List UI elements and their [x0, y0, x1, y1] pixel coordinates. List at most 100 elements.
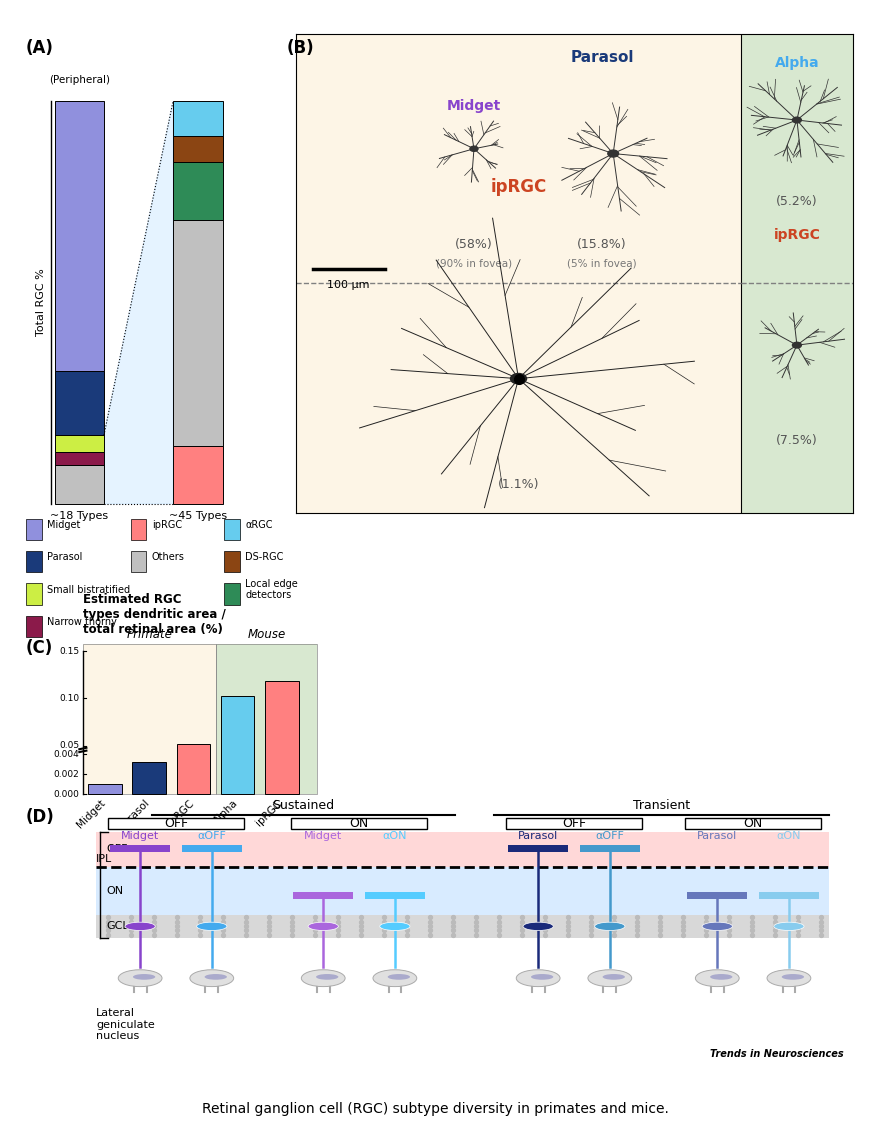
Text: Midget: Midget — [447, 99, 501, 113]
Bar — [26, 518, 42, 540]
Bar — [507, 845, 567, 852]
Bar — [740, 34, 852, 513]
Bar — [132, 762, 166, 795]
Bar — [293, 891, 353, 899]
Bar — [173, 136, 222, 162]
Text: GCL: GCL — [106, 922, 129, 931]
Ellipse shape — [530, 974, 553, 979]
Bar — [221, 695, 254, 795]
Text: 0.004: 0.004 — [54, 749, 79, 758]
Ellipse shape — [694, 969, 739, 986]
Text: (90% in fovea): (90% in fovea) — [435, 259, 512, 268]
Ellipse shape — [315, 974, 338, 979]
Text: ipRGC: ipRGC — [254, 798, 284, 828]
Ellipse shape — [125, 922, 155, 931]
Ellipse shape — [766, 969, 810, 986]
Bar — [83, 644, 216, 795]
Bar — [26, 551, 42, 573]
Text: ipRGC: ipRGC — [152, 521, 182, 530]
Bar — [130, 518, 146, 540]
Bar — [173, 101, 222, 136]
Ellipse shape — [792, 117, 800, 123]
Bar — [55, 464, 104, 504]
Bar — [265, 682, 298, 795]
Polygon shape — [104, 101, 173, 504]
Ellipse shape — [587, 969, 631, 986]
Bar — [173, 162, 222, 220]
FancyBboxPatch shape — [685, 818, 819, 829]
Text: αOFF: αOFF — [594, 831, 624, 841]
FancyBboxPatch shape — [108, 818, 243, 829]
Text: ON: ON — [349, 817, 368, 831]
Bar — [83, 644, 216, 795]
Ellipse shape — [607, 150, 618, 157]
Text: Parasol: Parasol — [517, 831, 558, 841]
Bar — [96, 867, 828, 915]
Text: Others: Others — [152, 552, 184, 562]
Ellipse shape — [196, 922, 227, 931]
Text: αOFF: αOFF — [197, 831, 226, 841]
Ellipse shape — [118, 969, 162, 986]
FancyBboxPatch shape — [291, 818, 426, 829]
Text: (1.1%): (1.1%) — [497, 478, 539, 490]
Text: Parasol: Parasol — [47, 552, 83, 562]
Text: 0.000: 0.000 — [53, 790, 79, 799]
Bar — [365, 891, 424, 899]
Text: 100 μm: 100 μm — [327, 281, 369, 291]
Text: Alpha: Alpha — [773, 55, 819, 70]
Text: Parasol: Parasol — [117, 798, 151, 832]
Ellipse shape — [709, 974, 732, 979]
Text: αON: αON — [776, 831, 800, 841]
Ellipse shape — [189, 969, 234, 986]
Bar — [55, 101, 104, 371]
Text: ON: ON — [106, 886, 123, 896]
Text: Small bistratified: Small bistratified — [47, 585, 130, 595]
Text: Sustained: Sustained — [272, 799, 334, 813]
Text: ipRGC: ipRGC — [166, 798, 196, 828]
Text: OFF: OFF — [163, 817, 188, 831]
Bar — [182, 845, 242, 852]
Ellipse shape — [379, 922, 409, 931]
Ellipse shape — [510, 373, 526, 384]
Ellipse shape — [515, 969, 560, 986]
Bar — [26, 615, 42, 637]
Bar — [26, 584, 42, 604]
Text: Lateral
geniculate
nucleus: Lateral geniculate nucleus — [96, 1008, 155, 1041]
Text: Total RGC %: Total RGC % — [36, 268, 46, 336]
Text: Midget: Midget — [47, 521, 81, 530]
Text: 0.05: 0.05 — [59, 742, 79, 751]
Bar — [224, 518, 239, 540]
Ellipse shape — [773, 922, 803, 931]
Text: OFF: OFF — [106, 844, 127, 854]
Text: Retinal ganglion cell (RGC) subtype diversity in primates and mice.: Retinal ganglion cell (RGC) subtype dive… — [202, 1102, 667, 1116]
Text: Narrow thorny: Narrow thorny — [47, 616, 117, 627]
Text: (58%): (58%) — [454, 238, 492, 251]
Ellipse shape — [792, 343, 800, 348]
Text: Parasol: Parasol — [570, 51, 633, 65]
Ellipse shape — [204, 974, 227, 979]
Text: Mouse: Mouse — [247, 628, 285, 641]
Text: OFF: OFF — [561, 817, 586, 831]
Bar — [96, 832, 828, 867]
Ellipse shape — [522, 922, 553, 931]
Text: (D): (D) — [26, 808, 55, 826]
Text: αON: αON — [382, 831, 407, 841]
Bar — [758, 891, 818, 899]
Bar — [224, 551, 239, 573]
Ellipse shape — [701, 922, 732, 931]
Bar — [55, 452, 104, 464]
Ellipse shape — [373, 969, 416, 986]
Bar — [176, 744, 210, 795]
Bar — [173, 220, 222, 446]
Bar — [216, 644, 317, 795]
Ellipse shape — [469, 147, 477, 151]
Bar — [687, 891, 746, 899]
Text: ipRGC: ipRGC — [490, 178, 546, 196]
Text: Midget: Midget — [121, 831, 159, 841]
Text: Parasol: Parasol — [696, 831, 737, 841]
Text: (C): (C) — [26, 639, 53, 657]
Text: (15.8%): (15.8%) — [576, 238, 627, 251]
Text: Primate: Primate — [126, 628, 172, 641]
Ellipse shape — [133, 974, 155, 979]
Text: ~45 Types: ~45 Types — [169, 511, 227, 521]
